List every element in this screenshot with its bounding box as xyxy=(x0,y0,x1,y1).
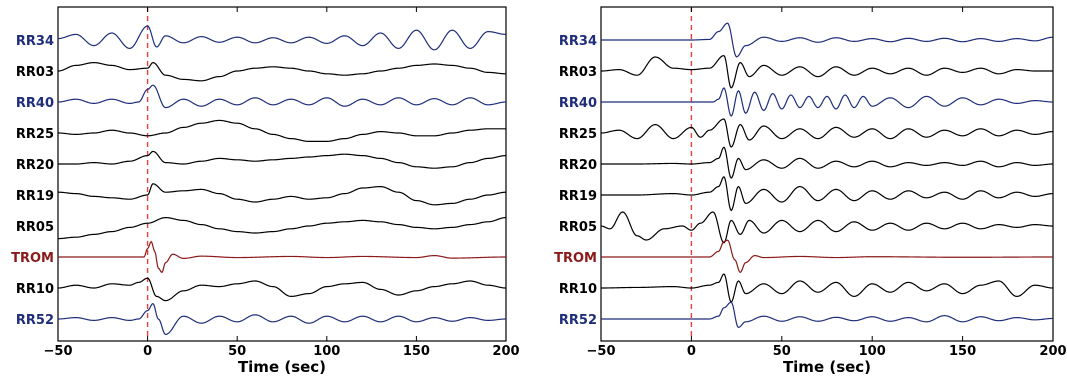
trace-rr03 xyxy=(600,54,1053,89)
trace-rr34 xyxy=(601,22,1054,58)
trace-rr10 xyxy=(601,273,1054,303)
x-axis-label: Time (sec) xyxy=(783,358,871,376)
right-panel: RR34 RR03 RR40 RR25 RR20 RR19 RR05 TROM RR10 RR52… xyxy=(554,6,1067,376)
trace-label-rr19: RR19 xyxy=(16,189,54,204)
x-tick-label: 50 xyxy=(228,344,246,359)
trace-rr10 xyxy=(57,277,507,302)
trace-rr25 xyxy=(57,119,506,142)
trace-rr34 xyxy=(57,25,507,51)
trace-rr52 xyxy=(601,301,1054,329)
trace-rr40 xyxy=(57,84,507,109)
trace-rr03 xyxy=(57,61,507,82)
trace-label-rr25: RR25 xyxy=(559,127,597,142)
trace-label-rr10: RR10 xyxy=(16,282,54,297)
x-tick-label: −50 xyxy=(44,344,73,359)
x-axis-label: Time (sec) xyxy=(238,358,326,376)
trace-rr40 xyxy=(601,87,1054,117)
trace-rr52 xyxy=(57,302,507,336)
trace-rr19 xyxy=(601,175,1054,212)
trace-label-rr19: RR19 xyxy=(559,189,597,204)
trace-label-rr05: RR05 xyxy=(16,220,54,235)
x-tick-label: 100 xyxy=(859,344,886,359)
x-tick-label: 150 xyxy=(403,344,430,359)
trace-rr20 xyxy=(58,150,507,169)
trace-trom xyxy=(58,240,506,274)
trace-label-rr20: RR20 xyxy=(559,158,597,173)
trace-label-rr10: RR10 xyxy=(559,282,597,297)
x-tick-label: −50 xyxy=(587,344,616,359)
left-panel: RR34 RR03 RR40 RR25 RR20 RR19 RR05 TROM RR10 RR52… xyxy=(11,6,520,376)
axes-frame xyxy=(57,6,507,342)
x-tick-label: 50 xyxy=(773,344,791,359)
x-tick-label: 150 xyxy=(949,344,976,359)
trace-label-rr03: RR03 xyxy=(559,65,597,80)
trace-label-rr52: RR52 xyxy=(16,313,54,328)
x-tick-label: 100 xyxy=(313,344,340,359)
trace-label-rr25: RR25 xyxy=(16,127,54,142)
trace-label-rr34: RR34 xyxy=(16,34,54,49)
x-tick-label: 200 xyxy=(1039,344,1066,359)
trace-rr19 xyxy=(57,183,507,206)
trace-label-rr40: RR40 xyxy=(559,96,597,111)
x-tick-label: 0 xyxy=(143,344,152,359)
trace-label-rr05: RR05 xyxy=(559,220,597,235)
trace-label-rr20: RR20 xyxy=(16,158,54,173)
trace-label-rr34: RR34 xyxy=(559,34,597,49)
trace-label-trom: TROM xyxy=(11,251,54,266)
trace-trom xyxy=(601,239,1053,274)
trace-label-trom: TROM xyxy=(554,251,597,266)
trace-label-rr03: RR03 xyxy=(16,65,54,80)
trace-rr20 xyxy=(601,146,1054,179)
trace-rr05 xyxy=(57,216,507,240)
trace-label-rr52: RR52 xyxy=(559,313,597,328)
trace-label-rr40: RR40 xyxy=(16,96,54,111)
trace-rr25 xyxy=(600,118,1054,148)
axes-frame xyxy=(600,6,1054,342)
x-tick-label: 0 xyxy=(687,344,696,359)
trace-rr05 xyxy=(600,211,1054,244)
x-tick-label: 200 xyxy=(492,344,519,359)
